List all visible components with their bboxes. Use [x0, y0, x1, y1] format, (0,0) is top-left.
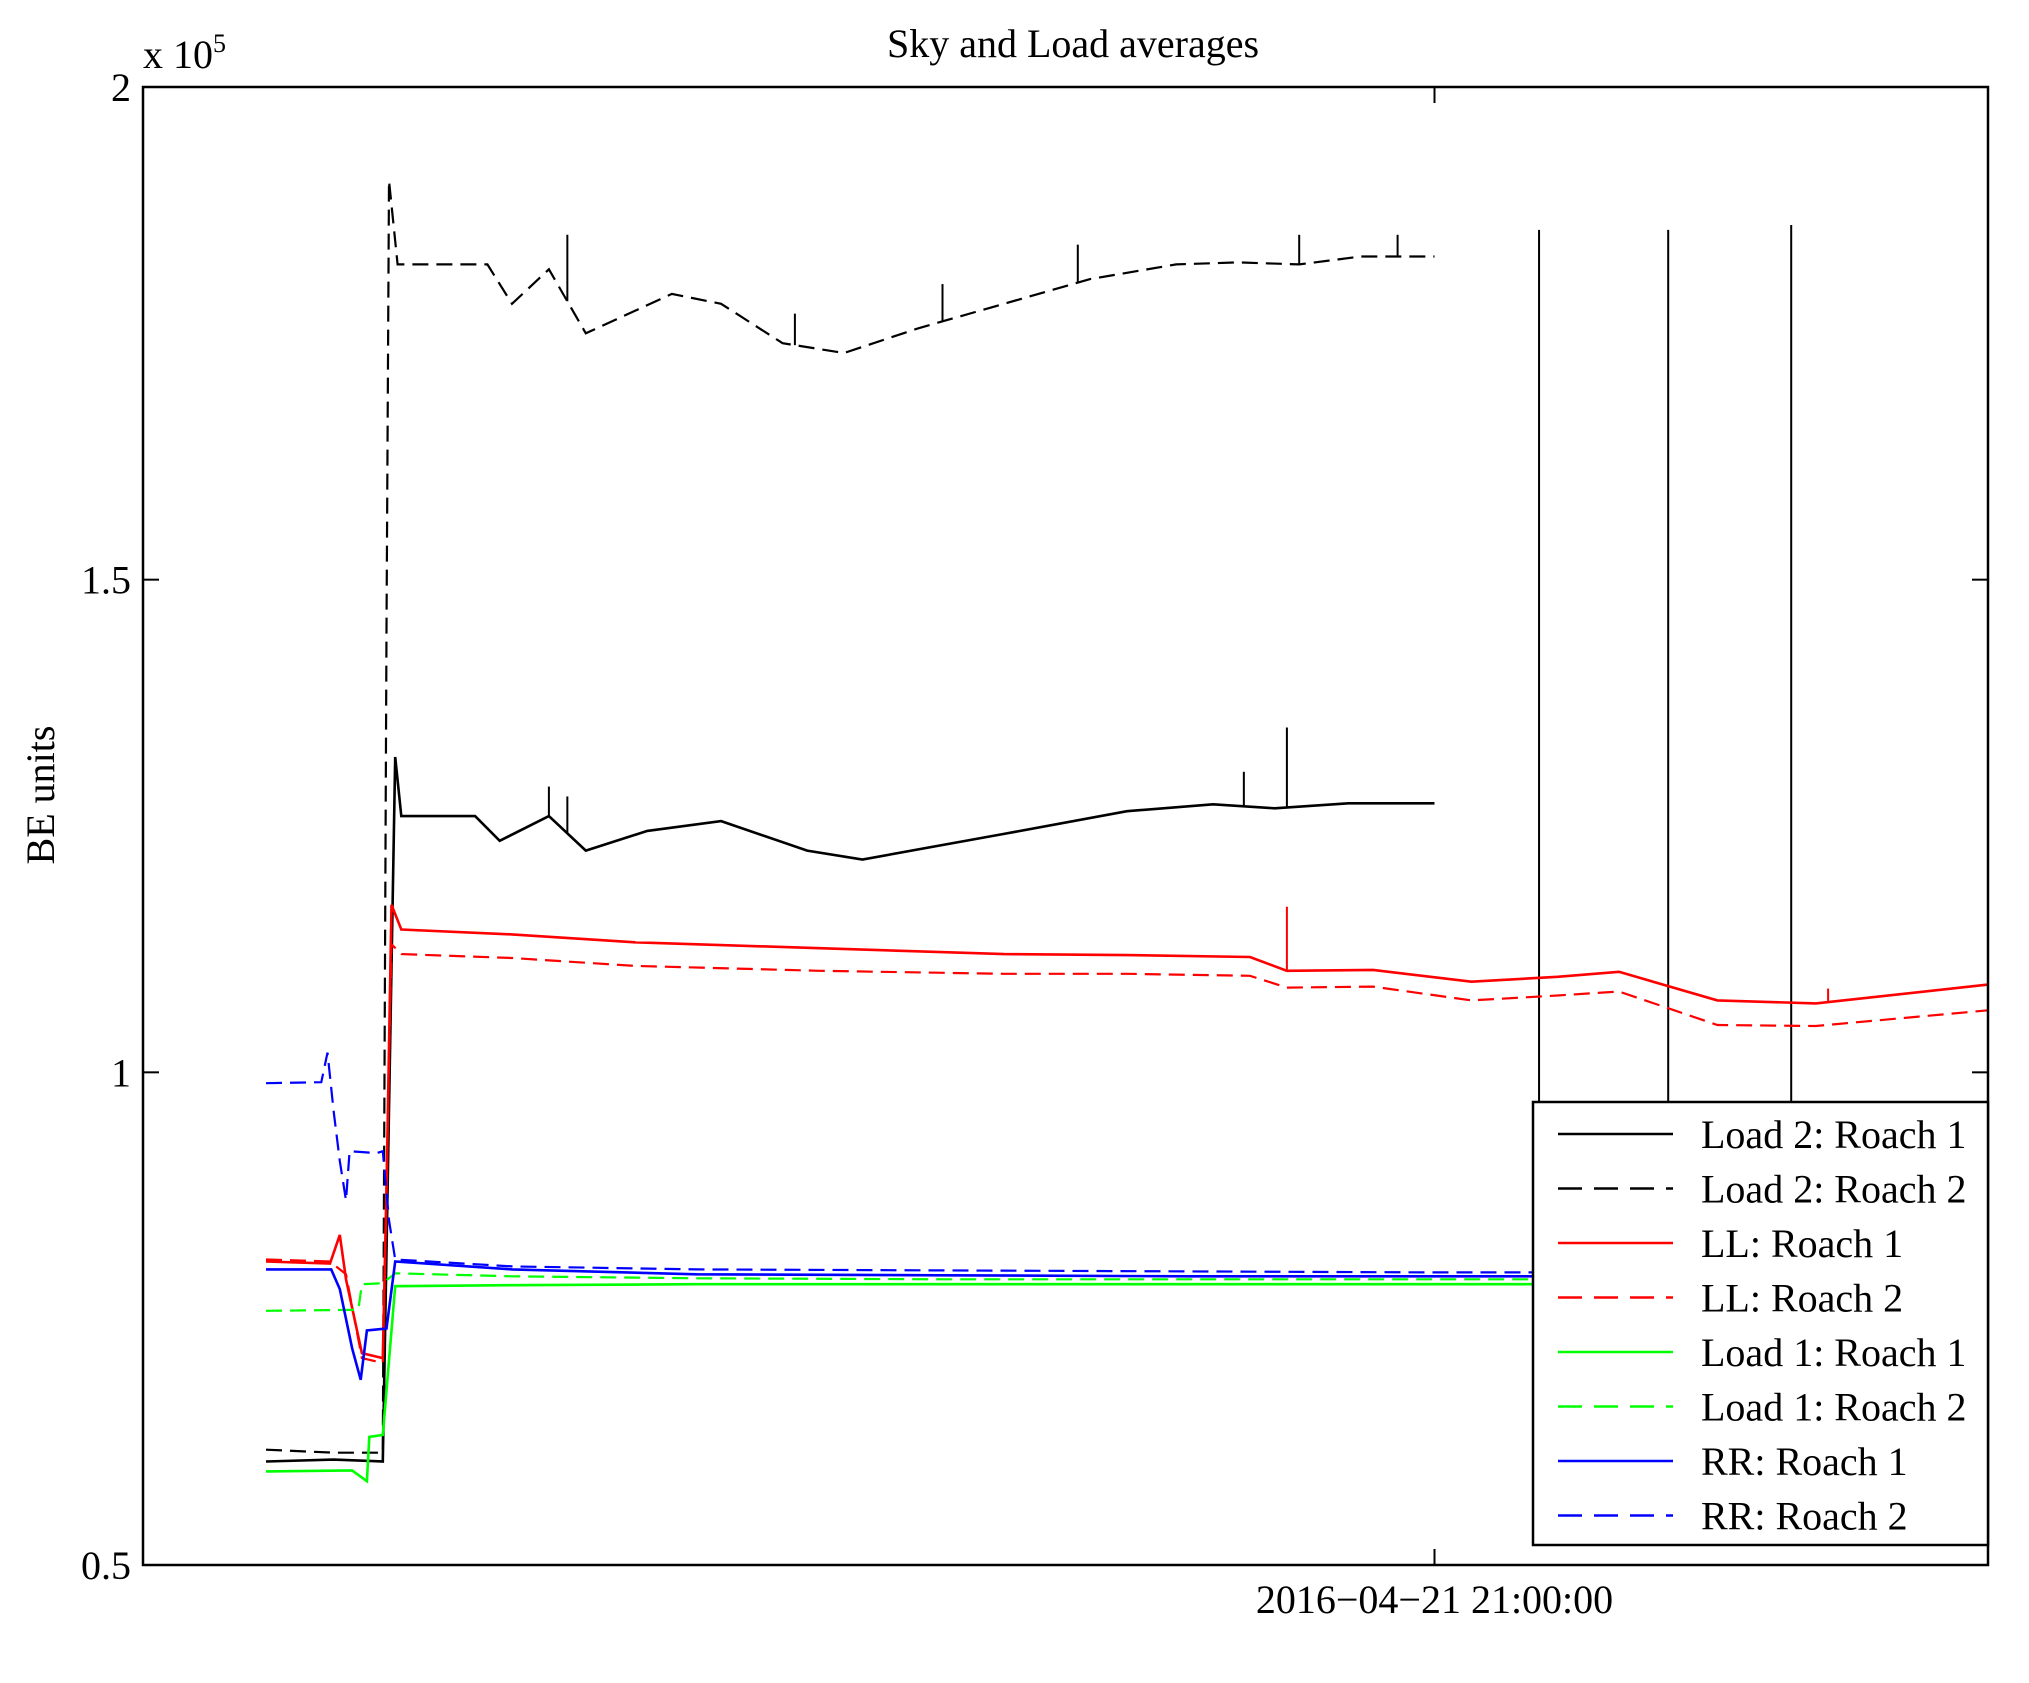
- legend-label-2: LL: Roach 1: [1701, 1221, 1903, 1266]
- y-tick-label-2: 1.5: [81, 558, 131, 603]
- legend-label-6: RR: Roach 1: [1701, 1439, 1908, 1484]
- x-tick-label-0: 2016−04−21 21:00:00: [1256, 1577, 1613, 1622]
- y-tick-label-0: 0.5: [81, 1543, 131, 1588]
- legend-label-5: Load 1: Roach 2: [1701, 1385, 1967, 1430]
- y-multiplier: x 105: [143, 29, 226, 77]
- y-tick-label-3: 2: [111, 65, 131, 110]
- series-line-2: [265, 904, 1989, 1360]
- y-multiplier-base: x 10: [143, 32, 213, 77]
- legend: Load 2: Roach 1 Load 2: Roach 2 LL: Roach …: [1531, 1100, 1990, 1547]
- series-line-3: [265, 941, 1989, 1365]
- series-line-0: [265, 756, 1435, 1463]
- legend-box: [1531, 1100, 1990, 1547]
- plot-frame: [141, 85, 1990, 1567]
- y-tick-label-1: 1: [111, 1050, 131, 1095]
- y-axis-label: BE units: [18, 726, 63, 865]
- series-line-5: [265, 1272, 1988, 1312]
- series-line-1: [265, 180, 1435, 1454]
- series-line-4: [265, 1282, 1988, 1484]
- legend-label-1: Load 2: Roach 2: [1701, 1167, 1967, 1212]
- chart-title: Sky and Load averages: [887, 21, 1259, 66]
- plot-lines: [265, 180, 1989, 1484]
- legend-label-3: LL: Roach 2: [1701, 1276, 1903, 1321]
- legend-label-0: Load 2: Roach 1: [1701, 1112, 1967, 1157]
- series-line-6: [266, 1260, 1988, 1381]
- y-multiplier-exponent: 5: [213, 29, 226, 58]
- tick-labels: 0.5 1 1.5 2 2016−04−21 21:00:00: [81, 65, 1613, 1622]
- series-line-7: [265, 1052, 1988, 1274]
- legend-label-7: RR: Roach 2: [1701, 1494, 1908, 1539]
- legend-label-4: Load 1: Roach 1: [1701, 1330, 1967, 1375]
